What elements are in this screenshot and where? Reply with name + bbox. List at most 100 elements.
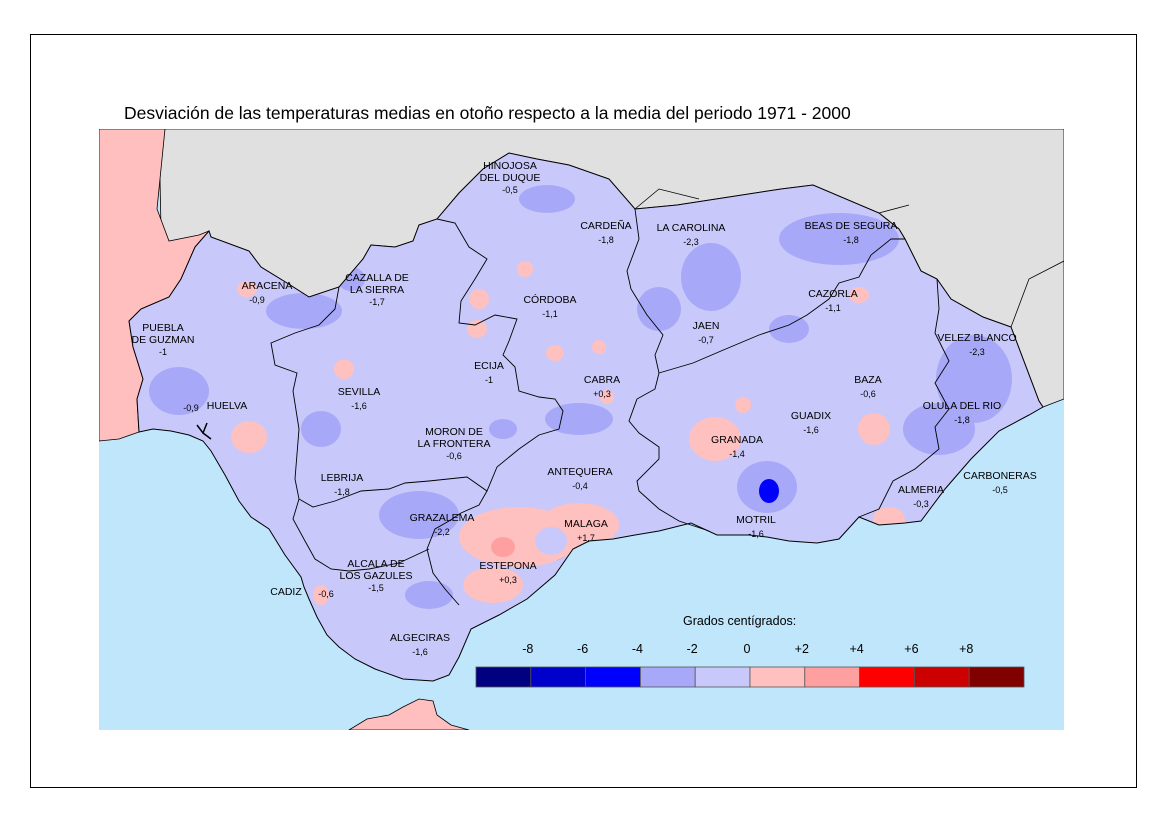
station-17: GUADIX -1,6 <box>791 410 831 435</box>
station-value: -1 <box>159 347 167 357</box>
station-value: +1,7 <box>577 533 595 543</box>
station-value: -0,7 <box>698 335 714 345</box>
station-value: -1,6 <box>351 401 367 411</box>
station-21: ANTEQUERA -0,4 <box>547 466 612 491</box>
station-name: OLULA DEL RIO <box>923 400 1001 412</box>
station-name: CÓRDOBA <box>523 293 576 306</box>
station-value: -0,6 <box>860 389 876 399</box>
station-value: -1,6 <box>803 425 819 435</box>
province-borders <box>270 208 950 606</box>
station-23: CARBONERAS -0,5 <box>963 470 1037 495</box>
station-name: HUELVA <box>207 400 247 412</box>
legend-tick-label: -6 <box>577 642 588 656</box>
station-value: -0,6 <box>446 451 462 461</box>
legend-swatches <box>475 666 1025 688</box>
legend-swatch <box>694 666 751 688</box>
station-name: LA CAROLINA <box>657 222 726 234</box>
legend-swatch <box>530 666 586 688</box>
legend-tick-label: +8 <box>959 642 973 656</box>
station-name: MORON DE <box>425 426 483 438</box>
station-value: -0,5 <box>992 485 1008 495</box>
station-value: -1,5 <box>368 583 384 593</box>
station-value: -0,6 <box>318 589 334 599</box>
figure-frame <box>30 34 1137 788</box>
station-value: -0,5 <box>502 185 518 195</box>
station-value: -0,9 <box>249 295 265 305</box>
station-name: GRAZALEMA <box>410 512 475 524</box>
station-27: MOTRIL -1,6 <box>736 514 776 539</box>
station-name: HINOJOSA <box>483 160 537 172</box>
station-name: ECIJA <box>474 360 504 372</box>
station-15: SEVILLA -1,6 <box>338 386 381 411</box>
station-name: CARBONERAS <box>963 470 1037 482</box>
station-name: ALCALA DE <box>347 558 404 570</box>
legend-tick-label: -2 <box>687 642 698 656</box>
station-name: GRANADA <box>711 434 763 446</box>
station-29: ESTEPONA +0,3 <box>479 560 536 585</box>
station-14: BAZA -0,6 <box>854 374 881 399</box>
province-border-north <box>634 188 910 214</box>
station-value: -0,9 <box>183 403 199 413</box>
station-24: ALMERIA -0,3 <box>898 484 944 509</box>
station-name: ESTEPONA <box>479 560 536 572</box>
station-name-line2: DEL DUQUE <box>480 172 541 184</box>
huelva-estuary <box>196 422 212 440</box>
station-20: GRANADA -1,4 <box>711 434 763 459</box>
station-value: -1,1 <box>825 303 841 313</box>
legend-title: Grados centígrados: <box>683 614 796 628</box>
station-name: ALGECIRAS <box>390 632 450 644</box>
station-value: -0,4 <box>572 481 588 491</box>
station-name: JAEN <box>693 320 720 332</box>
legend: Grados centígrados: -8 -6 -4 -2 0 +2 +4 +6 +8 <box>475 614 1025 688</box>
legend-swatch <box>859 666 915 688</box>
station-name-line2: LA FRONTERA <box>418 438 491 450</box>
station-16: HUELVA -0,9 <box>183 400 247 413</box>
station-value: -1,1 <box>542 309 558 319</box>
legend-swatch <box>640 666 696 688</box>
province-border-murcia <box>1010 260 1064 328</box>
legend-swatch <box>914 666 970 688</box>
station-value: -1,8 <box>843 235 859 245</box>
station-value: +0,3 <box>593 389 611 399</box>
station-name: ARACENA <box>242 280 293 292</box>
station-value: -1,4 <box>729 449 745 459</box>
station-name: CARDEÑA <box>580 219 631 232</box>
station-13: CABRA +0,3 <box>584 374 620 399</box>
station-3: LA CAROLINA -2,3 <box>657 222 726 247</box>
station-7: CÓRDOBA -1,1 <box>523 293 576 319</box>
station-name: MALAGA <box>564 518 608 530</box>
legend-tick-label: +6 <box>904 642 918 656</box>
station-10: JAEN -0,7 <box>693 320 720 345</box>
station-name-line2: LA SIERRA <box>350 284 404 296</box>
station-name-line2: LOS GAZULES <box>340 570 413 582</box>
station-name: LEBRIJA <box>321 472 364 484</box>
legend-swatch <box>585 666 641 688</box>
station-26: MALAGA +1,7 <box>564 518 608 543</box>
station-30: CADIZ -0,6 <box>270 586 334 599</box>
legend-swatch <box>475 666 532 688</box>
legend-swatch <box>968 666 1025 688</box>
legend-swatch <box>804 666 860 688</box>
legend-swatch <box>749 666 806 688</box>
station-18: OLULA DEL RIO -1,8 <box>923 400 1001 425</box>
station-2: CARDEÑA -1,8 <box>580 219 631 245</box>
station-name: SEVILLA <box>338 386 381 398</box>
station-name: BEAS DE SEGURA <box>805 220 898 232</box>
station-value: -1,8 <box>334 487 350 497</box>
station-value: +0,3 <box>499 575 517 585</box>
station-name-line2: DE GUZMAN <box>132 334 195 346</box>
station-value: -1,8 <box>954 415 970 425</box>
legend-tick-label: -4 <box>632 642 643 656</box>
station-name: CAZALLA DE <box>345 272 409 284</box>
station-name: ANTEQUERA <box>547 466 612 478</box>
station-name: BAZA <box>854 374 881 386</box>
station-value: -2,3 <box>969 347 985 357</box>
station-name: PUEBLA <box>142 322 183 334</box>
legend-tick-label: +2 <box>795 642 809 656</box>
